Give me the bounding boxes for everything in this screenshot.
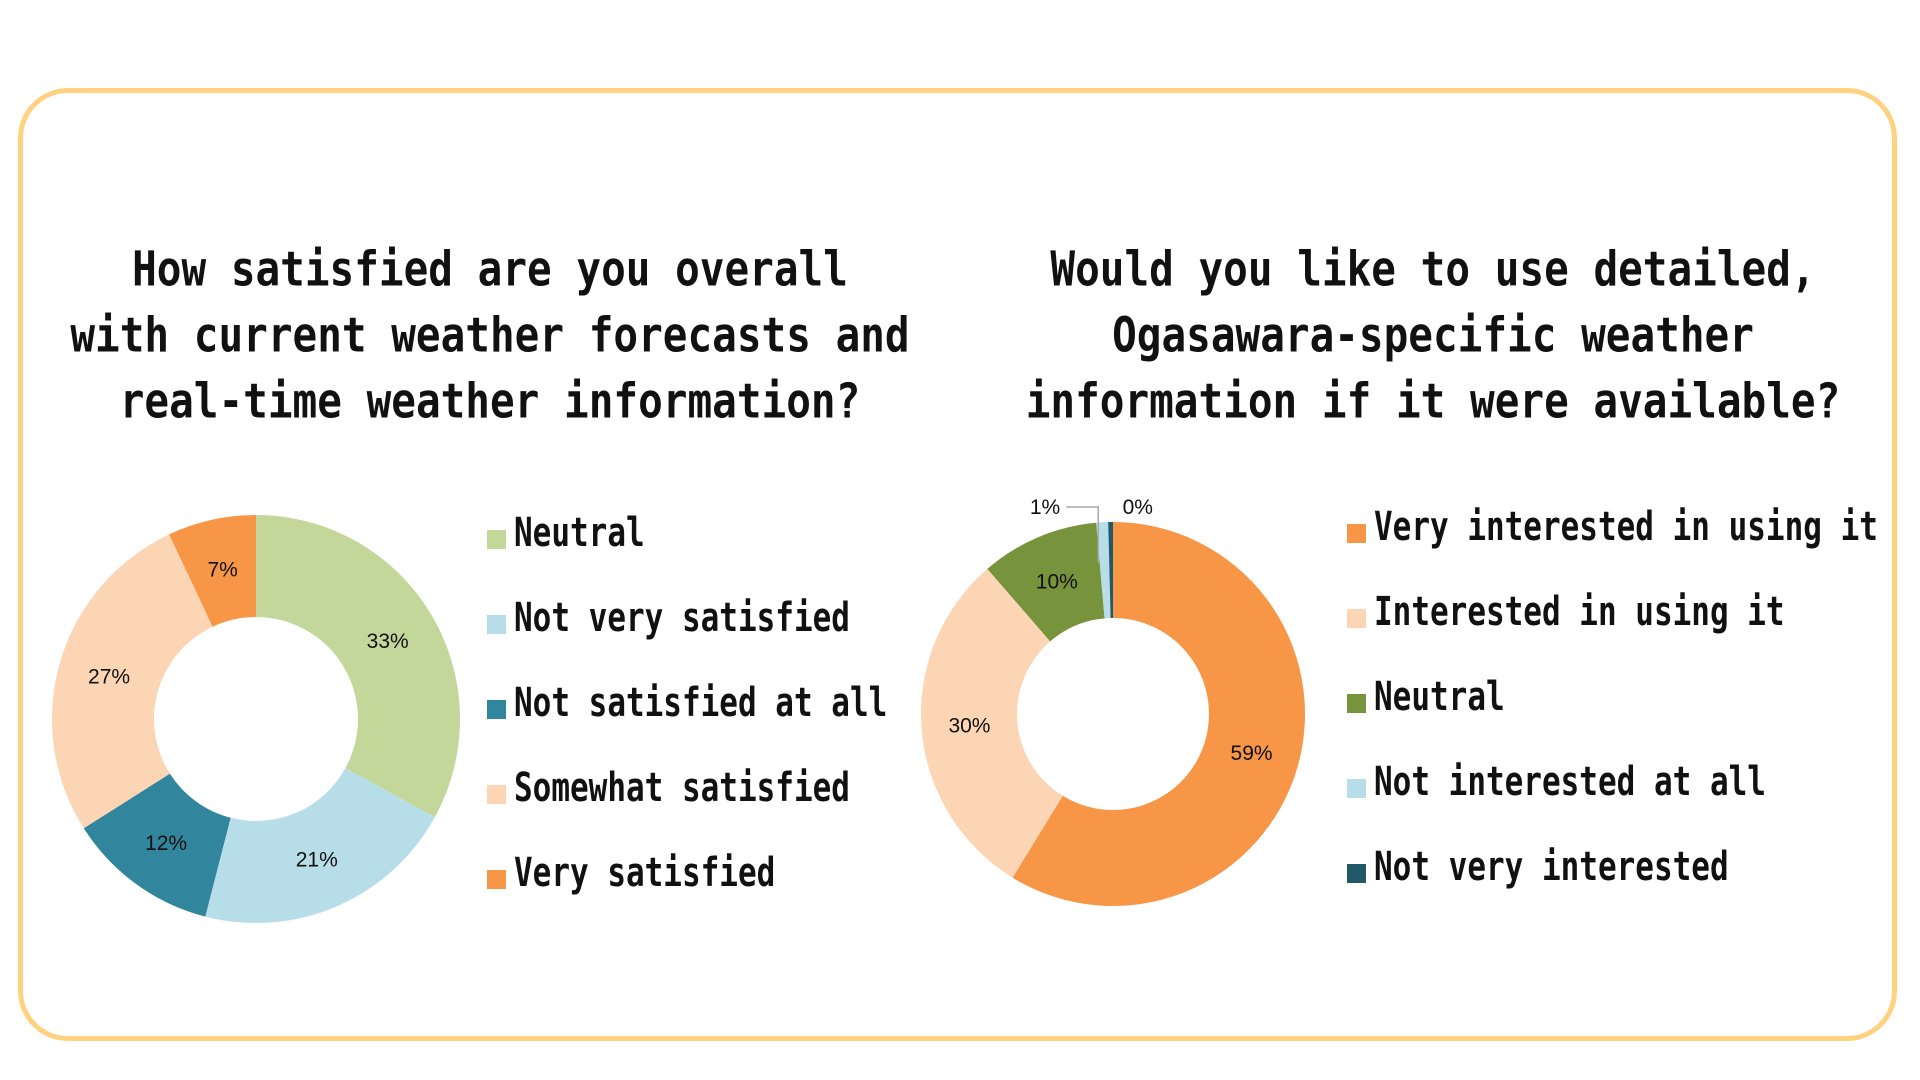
data-label: 1%	[1030, 496, 1060, 519]
legend-swatch	[487, 699, 506, 719]
title-line: with current weather forecasts and	[70, 306, 910, 364]
legend-label: Not very satisfied	[514, 594, 850, 642]
legend-item: Very satisfied	[487, 850, 775, 896]
legend-item: Not interested at all	[1347, 759, 1766, 805]
legend-item: Not very satisfied	[487, 595, 850, 641]
data-label: 33%	[367, 630, 409, 653]
legend-label: Very satisfied	[514, 849, 776, 897]
slice-neutral	[987, 522, 1105, 642]
legend-item: Very interested in using it	[1347, 504, 1878, 550]
data-label: 0%	[1123, 496, 1153, 519]
leader-line	[1066, 506, 1099, 563]
slice-not-very-satisfied	[205, 768, 435, 923]
legend-label: Somewhat satisfied	[514, 764, 850, 812]
legend-swatch	[1347, 863, 1366, 883]
card-frame	[18, 88, 1897, 1041]
chart-title-satisfaction: How satisfied are you overall with curre…	[40, 236, 940, 434]
legend-label: Neutral	[1374, 673, 1505, 721]
title-line: Ogasawara-specific weather	[1112, 306, 1754, 364]
legend-item: Interested in using it	[1347, 589, 1785, 635]
slice-interested-in-using-it	[921, 568, 1063, 878]
legend-label: Not satisfied at all	[514, 679, 888, 727]
legend-item: Somewhat satisfied	[487, 765, 850, 811]
legend-swatch	[487, 529, 506, 549]
slice-very-satisfied	[169, 515, 256, 627]
legend-label: Not interested at all	[1374, 758, 1766, 806]
slice-not-very-interested	[1108, 522, 1113, 619]
title-line: How satisfied are you overall	[132, 240, 848, 298]
legend-label: Very interested in using it	[1374, 503, 1878, 551]
legend-swatch	[487, 784, 506, 804]
data-label: 59%	[1231, 742, 1273, 765]
legend-swatch	[1347, 523, 1366, 543]
legend-swatch	[1347, 778, 1366, 798]
slice-very-interested-in-using-it	[1012, 522, 1306, 907]
title-line: Would you like to use detailed,	[1050, 240, 1816, 298]
data-label: 7%	[207, 559, 237, 582]
legend-item: Neutral	[1347, 674, 1505, 720]
data-label: 27%	[88, 665, 130, 688]
legend-item: Not satisfied at all	[487, 680, 887, 726]
chart-title-interest: Would you like to use detailed, Ogasawar…	[983, 236, 1883, 434]
data-label: 30%	[948, 715, 990, 738]
data-label: 10%	[1036, 570, 1078, 593]
data-label: 12%	[145, 832, 187, 855]
legend-swatch	[487, 614, 506, 634]
legend-label: Not very interested	[1374, 843, 1729, 891]
slice-neutral	[256, 515, 461, 818]
slice-somewhat-satisfied	[52, 534, 213, 829]
slice-not-interested-at-all	[1096, 522, 1111, 619]
legend-label: Interested in using it	[1374, 588, 1785, 636]
slice-not-satisfied-at-all	[83, 773, 231, 917]
legend-swatch	[487, 869, 506, 889]
title-line: real-time weather information?	[119, 372, 861, 430]
legend-label: Neutral	[514, 509, 645, 557]
legend-swatch	[1347, 608, 1366, 628]
legend-swatch	[1347, 693, 1366, 713]
legend-item: Neutral	[487, 510, 645, 556]
title-line: information if it were available?	[1025, 372, 1841, 430]
legend-item: Not very interested	[1347, 844, 1729, 890]
data-label: 21%	[296, 848, 338, 871]
